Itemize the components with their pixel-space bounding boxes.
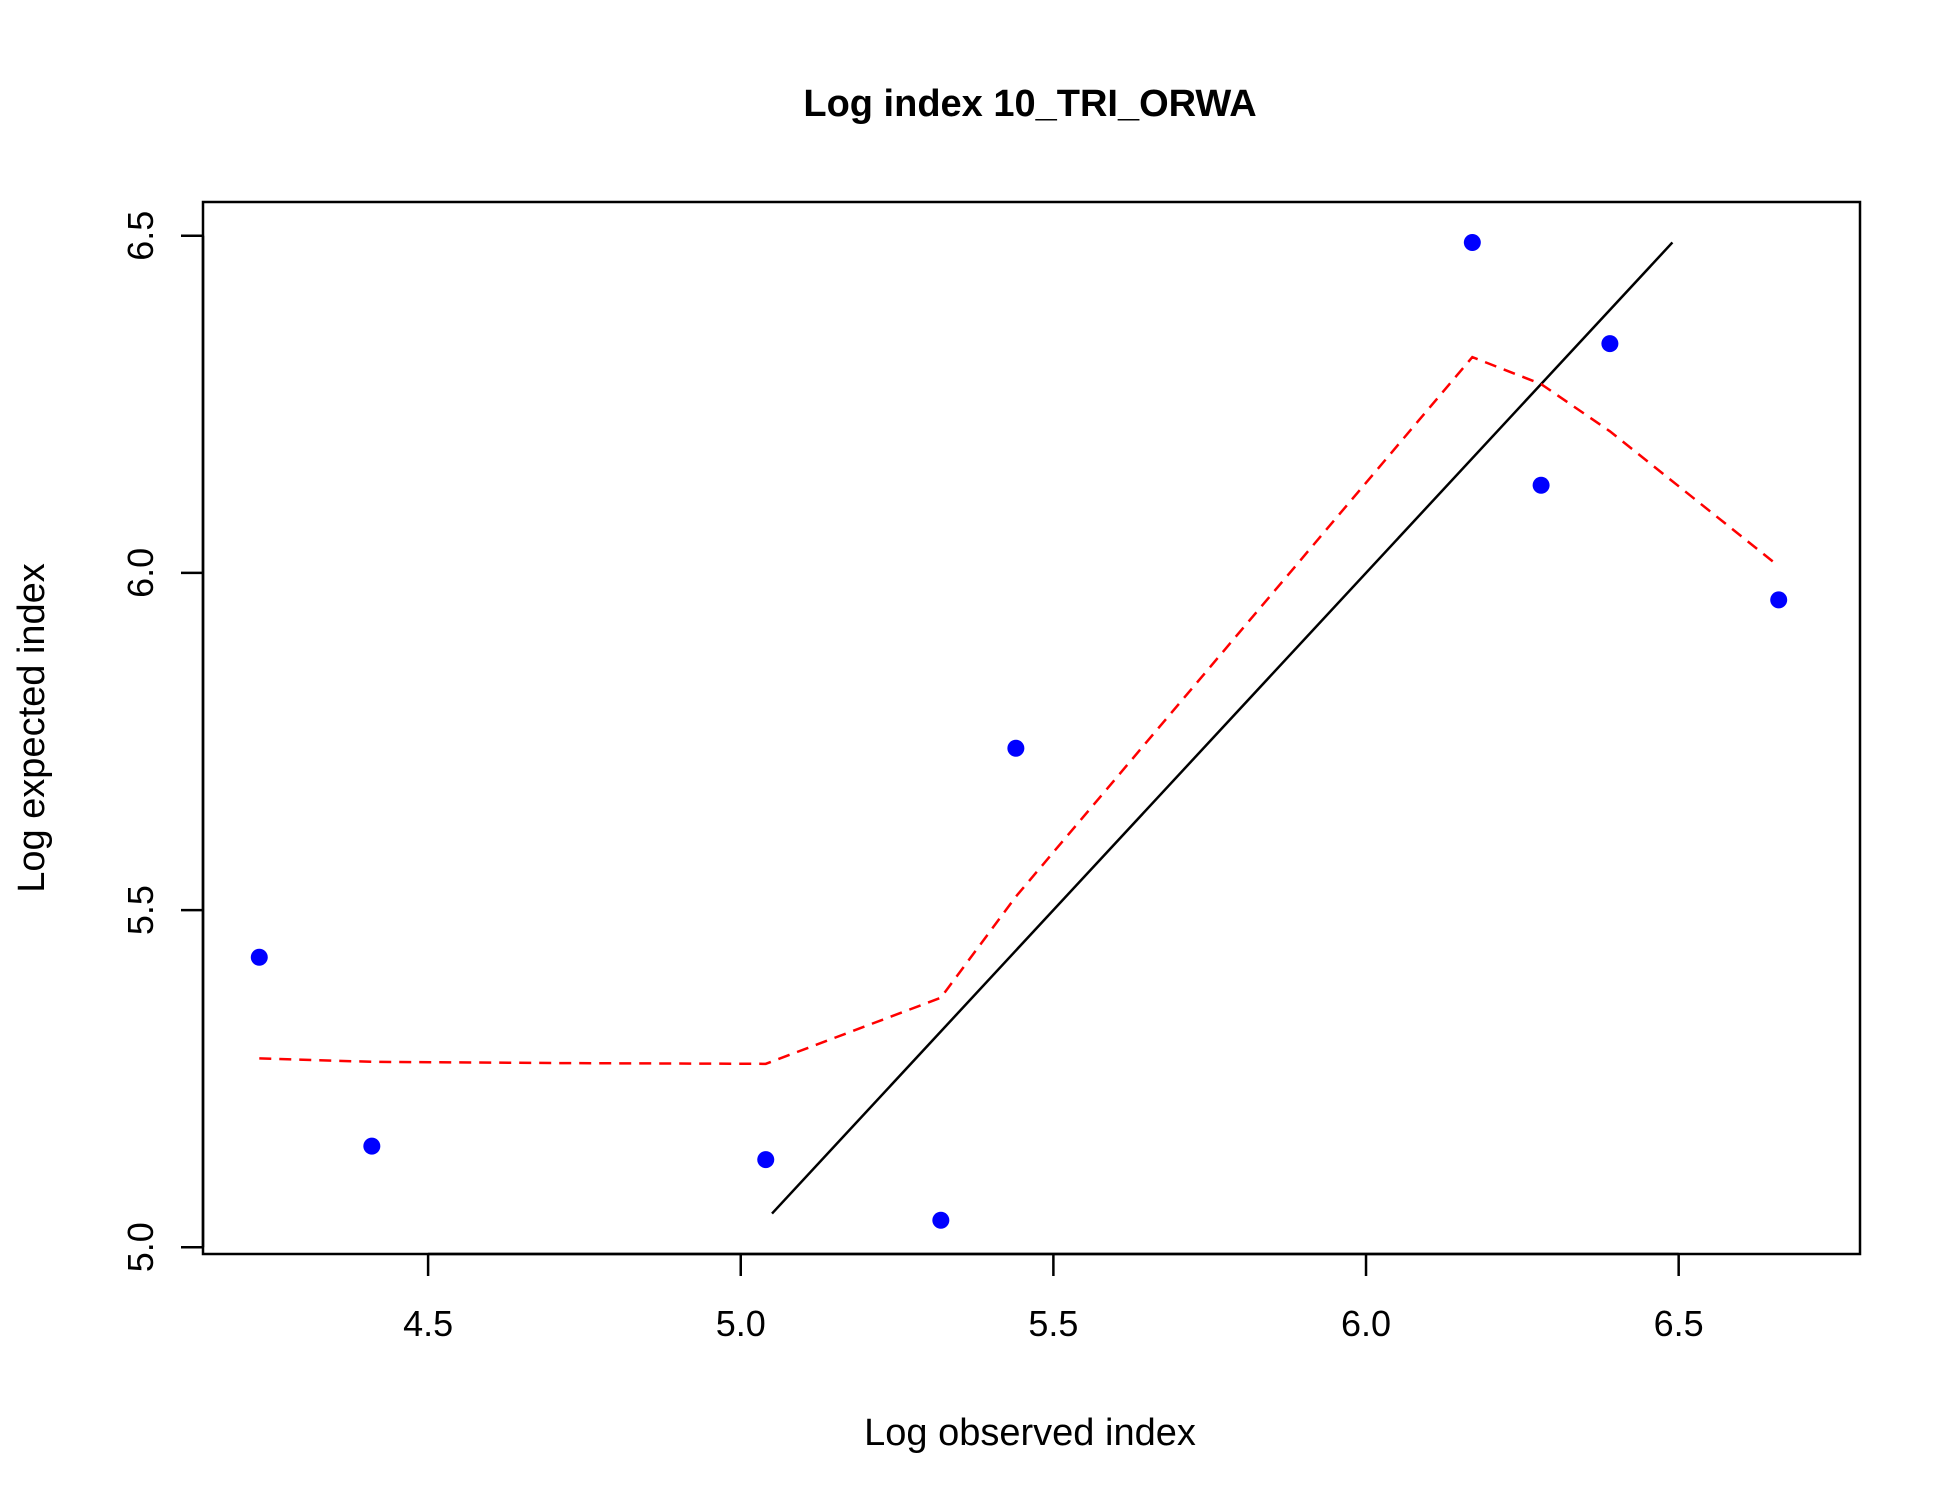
data-point: [1007, 739, 1025, 757]
smooth-line-layer: [259, 355, 1780, 1066]
x-tick-label: 5.0: [716, 1303, 766, 1344]
smooth-line: [259, 355, 1780, 1066]
points-layer: [250, 233, 1788, 1229]
chart-title: Log index 10_TRI_ORWA: [803, 83, 1256, 125]
plot-frame: [201, 200, 1862, 1256]
data-point: [1463, 233, 1481, 251]
x-axis: 4.5 5.0 5.5 6.0 6.5: [403, 1252, 1704, 1344]
data-point: [363, 1137, 381, 1155]
reference-line: [771, 241, 1674, 1215]
reference-line-layer: [771, 241, 1674, 1215]
y-axis-label: Log expected index: [11, 563, 53, 893]
data-point: [1770, 591, 1788, 609]
data-point: [1532, 476, 1550, 494]
data-point: [757, 1151, 775, 1169]
x-axis-label: Log observed index: [864, 1412, 1196, 1454]
x-tick-label: 6.5: [1654, 1303, 1704, 1344]
y-tick-label: 5.0: [120, 1222, 161, 1272]
y-tick-label: 6.0: [120, 548, 161, 598]
data-point: [250, 948, 268, 966]
data-point: [932, 1211, 950, 1229]
x-tick-label: 5.5: [1028, 1303, 1078, 1344]
y-axis: 5.0 5.5 6.0 6.5: [120, 211, 205, 1272]
y-tick-label: 5.5: [120, 885, 161, 935]
x-tick-label: 6.0: [1341, 1303, 1391, 1344]
data-point: [1601, 335, 1619, 353]
y-tick-label: 6.5: [120, 211, 161, 261]
x-tick-label: 4.5: [403, 1303, 453, 1344]
